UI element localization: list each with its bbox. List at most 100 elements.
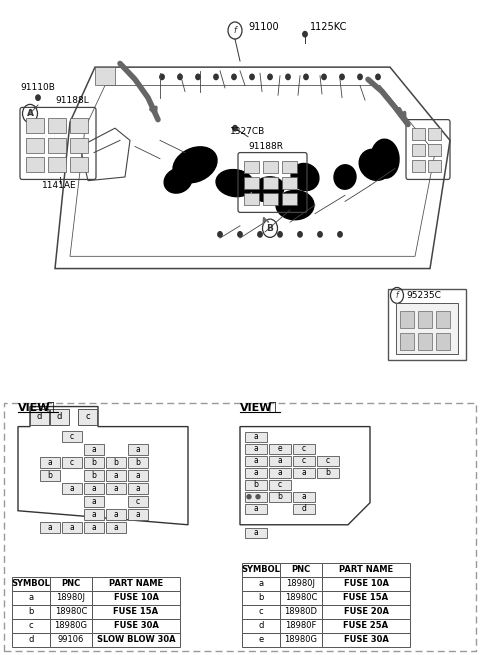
Bar — [418, 311, 432, 328]
Text: c: c — [259, 607, 264, 616]
Bar — [436, 333, 450, 350]
Text: a: a — [301, 468, 306, 477]
Circle shape — [238, 232, 242, 237]
Bar — [70, 157, 88, 172]
Bar — [282, 193, 297, 205]
Text: a: a — [258, 580, 264, 588]
Bar — [282, 177, 297, 189]
Text: 91100: 91100 — [248, 22, 278, 32]
Circle shape — [178, 74, 182, 80]
Bar — [12, 619, 50, 633]
Text: a: a — [136, 483, 140, 493]
Bar — [242, 633, 280, 647]
Bar — [84, 443, 104, 455]
Bar — [92, 619, 180, 633]
Ellipse shape — [371, 140, 399, 178]
Circle shape — [358, 74, 362, 80]
Bar — [50, 591, 92, 605]
Bar — [322, 563, 410, 577]
Text: VIEW: VIEW — [18, 403, 50, 413]
Ellipse shape — [291, 164, 319, 191]
Text: a: a — [253, 468, 258, 477]
Text: c: c — [136, 496, 140, 506]
Bar — [322, 633, 410, 647]
Text: a: a — [70, 483, 74, 493]
Text: f: f — [233, 26, 237, 35]
Circle shape — [232, 74, 236, 80]
Bar — [428, 144, 441, 157]
Text: b: b — [325, 468, 330, 477]
Circle shape — [278, 232, 282, 237]
Text: A: A — [26, 109, 34, 118]
Text: 91188R: 91188R — [248, 142, 283, 151]
Text: a: a — [28, 593, 34, 603]
Bar — [263, 161, 278, 174]
Bar — [50, 409, 69, 424]
Ellipse shape — [216, 170, 254, 196]
Text: VIEW: VIEW — [240, 403, 273, 413]
Bar — [26, 157, 44, 172]
Text: 18980C: 18980C — [285, 593, 317, 603]
Bar — [293, 492, 315, 502]
Bar — [242, 577, 280, 591]
Text: a: a — [277, 468, 282, 477]
Circle shape — [298, 232, 302, 237]
Bar — [62, 522, 82, 533]
Bar — [128, 443, 148, 455]
Text: a: a — [136, 471, 140, 479]
Bar — [269, 443, 291, 454]
Text: a: a — [92, 496, 96, 506]
Bar — [62, 430, 82, 441]
Text: d: d — [57, 412, 62, 421]
Bar — [84, 509, 104, 520]
Bar — [50, 633, 92, 647]
Ellipse shape — [252, 177, 284, 202]
Bar — [322, 577, 410, 591]
Text: b: b — [135, 458, 141, 466]
Bar — [40, 470, 60, 481]
Text: SYMBOL: SYMBOL — [12, 580, 50, 588]
Text: c: c — [302, 444, 306, 453]
Bar — [428, 160, 441, 172]
Bar — [293, 504, 315, 514]
Ellipse shape — [334, 165, 356, 189]
Bar — [245, 443, 267, 454]
Bar — [412, 160, 425, 172]
Bar — [12, 605, 50, 619]
Bar — [269, 492, 291, 502]
Circle shape — [304, 74, 308, 80]
Circle shape — [247, 495, 251, 498]
Bar — [26, 138, 44, 153]
Bar — [242, 563, 280, 577]
Bar — [322, 619, 410, 633]
Ellipse shape — [276, 191, 314, 219]
Text: c: c — [70, 432, 74, 441]
Bar — [280, 605, 322, 619]
Bar — [128, 496, 148, 507]
Text: PART NAME: PART NAME — [109, 580, 163, 588]
Bar — [263, 177, 278, 189]
Bar — [48, 157, 66, 172]
Text: 91110B: 91110B — [20, 83, 55, 92]
Text: b: b — [114, 458, 119, 466]
Text: B: B — [266, 224, 274, 233]
Bar — [245, 479, 267, 490]
Bar — [40, 457, 60, 468]
Bar — [48, 138, 66, 153]
Circle shape — [303, 31, 307, 37]
Bar — [293, 456, 315, 466]
Text: a: a — [48, 458, 52, 466]
Bar — [293, 468, 315, 477]
Text: Ⓐ: Ⓐ — [46, 401, 53, 414]
Text: FUSE 10A: FUSE 10A — [113, 593, 158, 603]
Bar — [282, 161, 297, 174]
Bar — [92, 591, 180, 605]
Bar — [293, 443, 315, 454]
Ellipse shape — [164, 168, 192, 193]
Text: a: a — [114, 471, 119, 479]
Bar — [84, 457, 104, 468]
Text: b: b — [28, 607, 34, 616]
Bar — [388, 290, 466, 360]
Circle shape — [160, 74, 164, 80]
Text: PNC: PNC — [61, 580, 81, 588]
